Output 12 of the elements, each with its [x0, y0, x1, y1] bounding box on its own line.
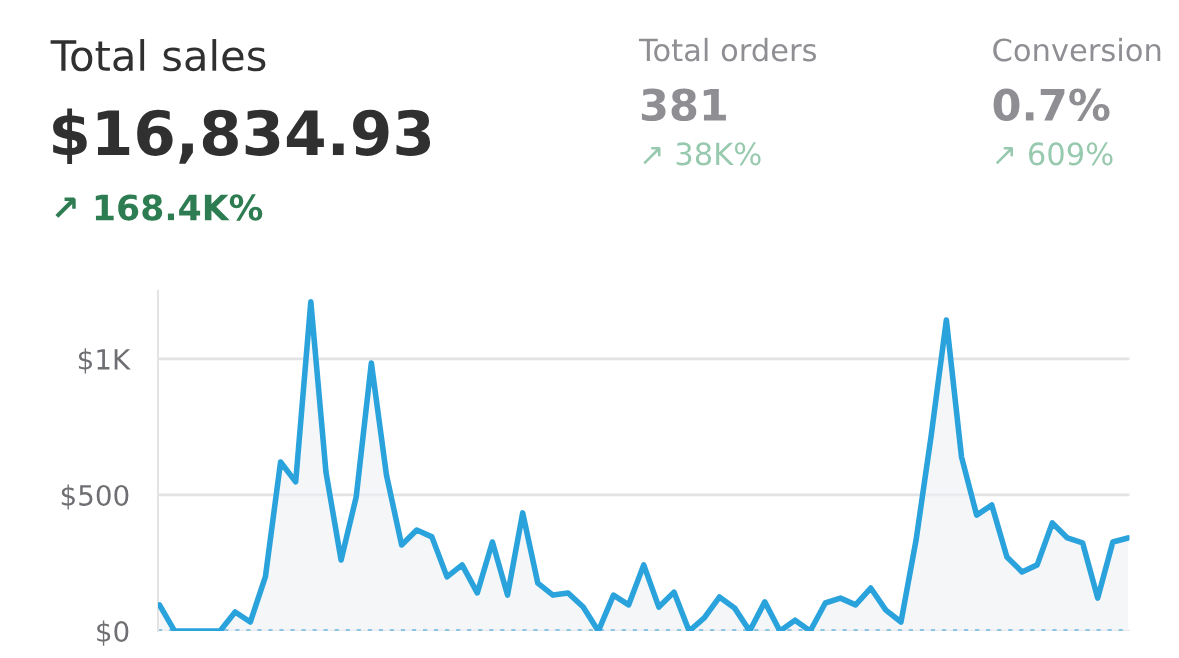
chart-subtitle: $16,834.93 — [53, 108, 431, 165]
text: ↗ 168.4K% — [55, 194, 263, 221]
text: Conversion — [993, 37, 1161, 62]
chart-title: Total sales — [50, 39, 266, 72]
text: ↗ 609% — [995, 142, 1113, 166]
y-tick-label: $500 — [61, 484, 129, 510]
y-tick-label: $0 — [97, 620, 129, 646]
text: 381 — [641, 88, 726, 122]
text: ↗ 38K% — [643, 142, 761, 166]
text: 0.7% — [993, 88, 1110, 122]
y-tick-label: $1K — [78, 348, 131, 374]
text: Total orders — [638, 37, 816, 62]
